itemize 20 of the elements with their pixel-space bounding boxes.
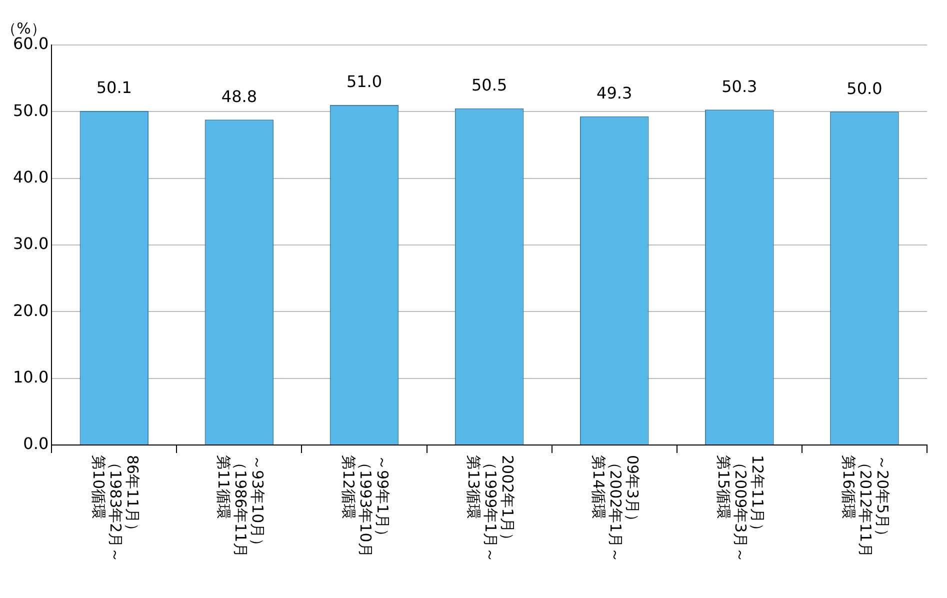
y-tick-label: 0.0 — [23, 434, 49, 454]
y-tick-label: 40.0 — [13, 167, 49, 186]
x-tick-label: 第13循環（1999年1月～2002年1月） — [464, 455, 516, 563]
data-label: 50.3 — [722, 76, 758, 96]
x-tick-label: 第12循環（1993年10月～99年1月） — [339, 455, 392, 558]
y-tick-label: 10.0 — [13, 367, 49, 386]
y-tick-label: 30.0 — [13, 234, 49, 254]
y-tick-label: 50.0 — [13, 100, 49, 120]
data-label: 50.0 — [846, 78, 882, 98]
data-label: 49.3 — [596, 83, 632, 102]
data-label: 50.1 — [96, 78, 132, 98]
data-label: 50.5 — [472, 75, 508, 94]
x-tick-label: 第16循環（2012年11月～20年5月） — [840, 455, 892, 558]
x-tick-label: 第14循環（2002年1月～09年3月） — [589, 455, 642, 563]
data-label: 51.0 — [346, 72, 382, 92]
x-tick-label: 第11循環（1986年11月～93年10月） — [214, 455, 266, 558]
x-tick-label: 第15循環（2009年3月～12年11月） — [714, 455, 767, 563]
y-tick-label: 20.0 — [13, 300, 49, 320]
data-label: 48.8 — [221, 86, 258, 106]
x-tick-label: 第10循環（1983年2月～86年11月） — [89, 455, 142, 563]
